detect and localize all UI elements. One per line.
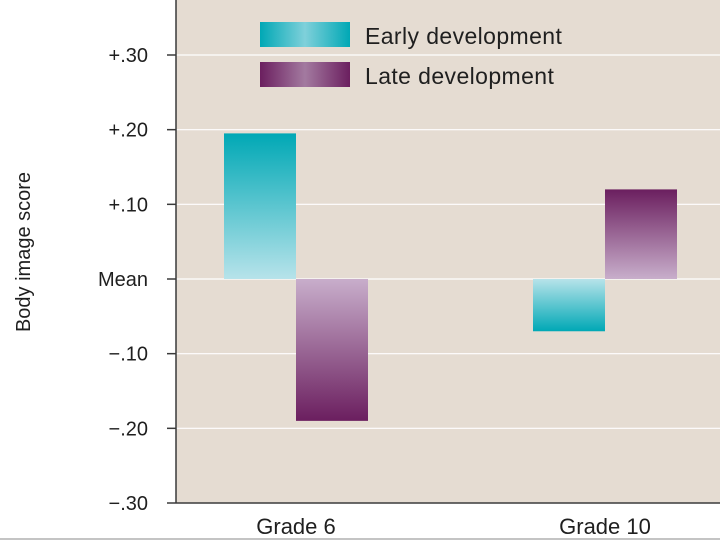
legend-label-early: Early development <box>365 23 563 49</box>
y-axis-title: Body image score <box>13 172 35 332</box>
x-category-labels: Grade 6 Grade 10 <box>256 514 651 539</box>
bar-early-grade-10 <box>533 279 605 332</box>
y-tick-label: +.10 <box>109 194 148 216</box>
y-tick-label: Mean <box>98 269 148 291</box>
legend-label-late: Late development <box>365 63 554 89</box>
x-category-label: Grade 6 <box>256 514 336 539</box>
y-tick-label: +.20 <box>109 120 148 142</box>
bar-late-grade-6 <box>296 279 368 421</box>
bar-early-grade-6 <box>224 133 296 279</box>
bar-late-grade-10 <box>605 189 677 279</box>
y-ticks: +.30 +.20 +.10 Mean −.10 −.20 −.30 <box>98 45 176 515</box>
x-category-label: Grade 10 <box>559 514 651 539</box>
bars <box>224 133 677 421</box>
legend: Early development Late development <box>260 22 563 89</box>
y-tick-label: −.20 <box>109 418 148 440</box>
y-tick-label: +.30 <box>109 45 148 67</box>
legend-swatch-early <box>260 22 350 47</box>
y-tick-label: −.30 <box>109 493 148 515</box>
y-tick-label: −.10 <box>109 344 148 366</box>
legend-swatch-late <box>260 62 350 87</box>
